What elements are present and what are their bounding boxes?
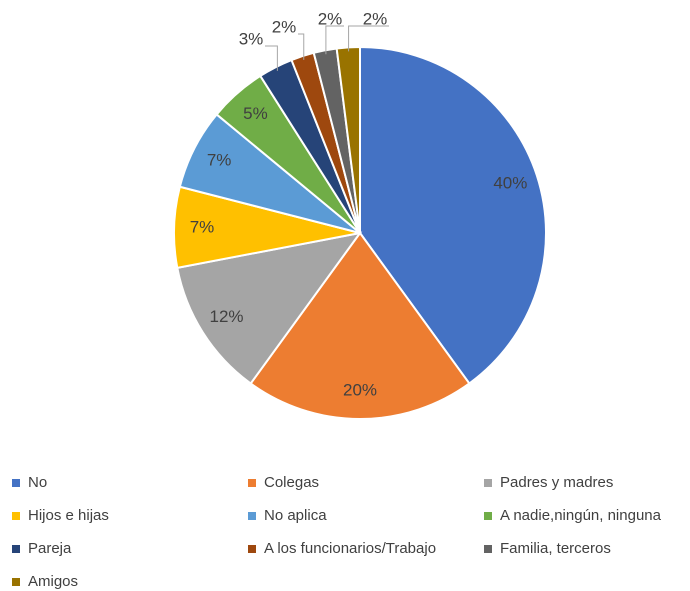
legend-swatch	[12, 545, 20, 553]
legend-label: Pareja	[28, 540, 72, 557]
legend-swatch	[12, 578, 20, 586]
leader-line	[325, 25, 344, 55]
legend-label: A nadie,ningún, ninguna	[500, 507, 662, 524]
pie-slice	[249, 231, 471, 420]
legend-label: Colegas	[264, 474, 319, 491]
leader-line	[348, 25, 389, 52]
leader-line	[265, 45, 278, 71]
leader-line	[298, 33, 305, 60]
legend-label: Hijos e hijas	[28, 507, 109, 524]
legend-label: Padres y madres	[500, 474, 613, 491]
data-label: 2%	[318, 9, 343, 28]
legend-label: Familia, terceros	[500, 540, 611, 557]
legend-swatch	[248, 479, 256, 487]
legend-swatch	[12, 512, 20, 520]
legend-swatch	[12, 479, 20, 487]
data-label: 3%	[239, 29, 264, 48]
legend-label: No	[28, 474, 47, 491]
data-label: 40%	[493, 174, 527, 193]
pie-slice	[359, 45, 547, 385]
legend-label: Amigos	[28, 573, 78, 590]
legend-label: No aplica	[264, 507, 327, 524]
data-label: 12%	[209, 307, 243, 326]
legend-swatch	[484, 545, 492, 553]
data-label: 2%	[363, 9, 388, 28]
legend-swatch	[484, 479, 492, 487]
legend-swatch	[248, 545, 256, 553]
data-label: 20%	[343, 381, 377, 400]
data-label: 7%	[207, 151, 232, 170]
legend-label: A los funcionarios/Trabajo	[264, 540, 436, 557]
data-label: 2%	[272, 17, 297, 36]
data-label: 7%	[190, 218, 215, 237]
data-label: 5%	[243, 104, 268, 123]
legend-swatch	[484, 512, 492, 520]
legend-swatch	[248, 512, 256, 520]
pie-slice	[176, 231, 363, 385]
